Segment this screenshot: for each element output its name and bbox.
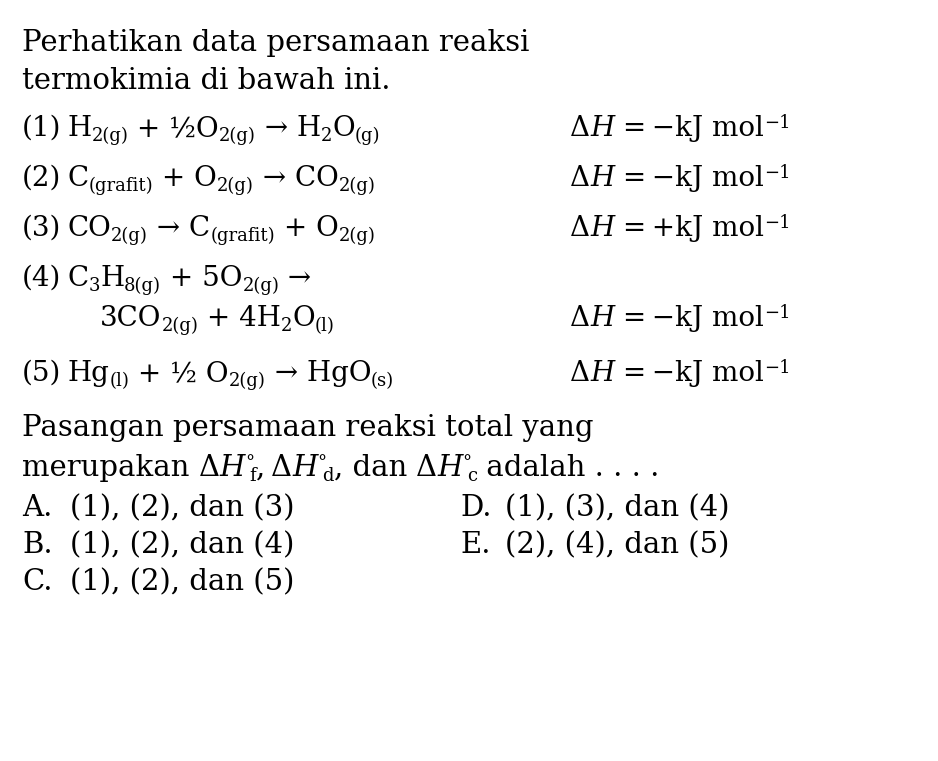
Text: H: H: [590, 165, 614, 192]
Text: 8(g): 8(g): [124, 277, 161, 295]
Text: (2), (4), dan (5): (2), (4), dan (5): [505, 531, 730, 559]
Text: Pasangan persamaan reaksi total yang: Pasangan persamaan reaksi total yang: [22, 414, 594, 442]
Text: d: d: [323, 467, 334, 485]
Text: CO: CO: [68, 215, 111, 242]
Text: °: °: [245, 454, 254, 472]
Text: Δ: Δ: [570, 305, 590, 332]
Text: C: C: [68, 165, 88, 192]
Text: + O: + O: [275, 215, 339, 242]
Text: → CO: → CO: [254, 165, 339, 192]
Text: 2(g): 2(g): [111, 227, 148, 245]
Text: (1), (2), dan (3): (1), (2), dan (3): [70, 494, 295, 522]
Text: (g): (g): [356, 127, 381, 145]
Text: O: O: [332, 115, 356, 142]
Text: Δ: Δ: [570, 360, 590, 387]
Text: H: H: [437, 454, 462, 482]
Text: + 4H: + 4H: [198, 305, 281, 332]
Text: 3: 3: [88, 277, 100, 295]
Text: C.: C.: [22, 568, 53, 596]
Text: H: H: [293, 454, 318, 482]
Text: C: C: [68, 265, 88, 292]
Text: −1: −1: [764, 164, 791, 182]
Text: (1): (1): [22, 115, 62, 142]
Text: c: c: [467, 467, 477, 485]
Text: 2(g): 2(g): [339, 177, 375, 195]
Text: + 5O: + 5O: [161, 265, 243, 292]
Text: Δ: Δ: [271, 454, 293, 482]
Text: E.: E.: [460, 531, 491, 559]
Text: Δ: Δ: [199, 454, 219, 482]
Text: 2(g): 2(g): [92, 127, 129, 145]
Text: (1), (3), dan (4): (1), (3), dan (4): [505, 494, 730, 522]
Text: = −kJ mol: = −kJ mol: [614, 165, 764, 192]
Text: H: H: [219, 454, 245, 482]
Text: H: H: [100, 265, 124, 292]
Text: 2(g): 2(g): [229, 372, 265, 390]
Text: Δ: Δ: [416, 454, 437, 482]
Text: + ½O: + ½O: [129, 115, 219, 142]
Text: −1: −1: [764, 214, 791, 232]
Text: = −kJ mol: = −kJ mol: [614, 115, 764, 142]
Text: (l): (l): [315, 317, 335, 335]
Text: −1: −1: [764, 304, 791, 322]
Text: → C: → C: [148, 215, 210, 242]
Text: merupakan: merupakan: [22, 454, 199, 482]
Text: (2): (2): [22, 165, 61, 192]
Text: −1: −1: [764, 114, 791, 132]
Text: H: H: [590, 215, 614, 242]
Text: adalah . . . .: adalah . . . .: [477, 454, 659, 482]
Text: + ½ O: + ½ O: [129, 360, 229, 387]
Text: (4): (4): [22, 265, 61, 292]
Text: + O: + O: [153, 165, 217, 192]
Text: °: °: [318, 454, 326, 472]
Text: Δ: Δ: [570, 115, 590, 142]
Text: (1), (2), dan (5): (1), (2), dan (5): [70, 568, 295, 596]
Text: A.: A.: [22, 494, 53, 522]
Text: → HgO: → HgO: [265, 360, 371, 387]
Text: Perhatikan data persamaan reaksi: Perhatikan data persamaan reaksi: [22, 29, 529, 57]
Text: 2(g): 2(g): [161, 317, 198, 335]
Text: Δ: Δ: [570, 165, 590, 192]
Text: B.: B.: [22, 531, 53, 559]
Text: (1), (2), dan (4): (1), (2), dan (4): [70, 531, 295, 559]
Text: (grafit): (grafit): [210, 227, 275, 245]
Text: = −kJ mol: = −kJ mol: [614, 305, 764, 332]
Text: 3CO: 3CO: [100, 305, 161, 332]
Text: °: °: [462, 454, 472, 472]
Text: H: H: [590, 115, 614, 142]
Text: H: H: [590, 305, 614, 332]
Text: (l): (l): [109, 372, 129, 390]
Text: 2(g): 2(g): [243, 277, 280, 295]
Text: H: H: [590, 360, 614, 387]
Text: = −kJ mol: = −kJ mol: [614, 360, 764, 387]
Text: (3): (3): [22, 215, 61, 242]
Text: 2(g): 2(g): [217, 177, 254, 195]
Text: 2(g): 2(g): [339, 227, 375, 245]
Text: Hg: Hg: [68, 360, 109, 387]
Text: 2: 2: [281, 317, 293, 335]
Text: → H: → H: [256, 115, 321, 142]
Text: Δ: Δ: [570, 215, 590, 242]
Text: ,: ,: [256, 454, 271, 482]
Text: O: O: [293, 305, 315, 332]
Text: (grafit): (grafit): [88, 177, 153, 195]
Text: (s): (s): [371, 372, 394, 390]
Text: 2(g): 2(g): [219, 127, 256, 145]
Text: termokimia di bawah ini.: termokimia di bawah ini.: [22, 67, 390, 95]
Text: 2: 2: [321, 127, 332, 145]
Text: , dan: , dan: [334, 454, 416, 482]
Text: = +kJ mol: = +kJ mol: [614, 215, 764, 242]
Text: →: →: [280, 265, 311, 292]
Text: −1: −1: [764, 359, 791, 377]
Text: (5): (5): [22, 360, 61, 387]
Text: D.: D.: [460, 494, 492, 522]
Text: f: f: [250, 467, 256, 485]
Text: H: H: [68, 115, 92, 142]
